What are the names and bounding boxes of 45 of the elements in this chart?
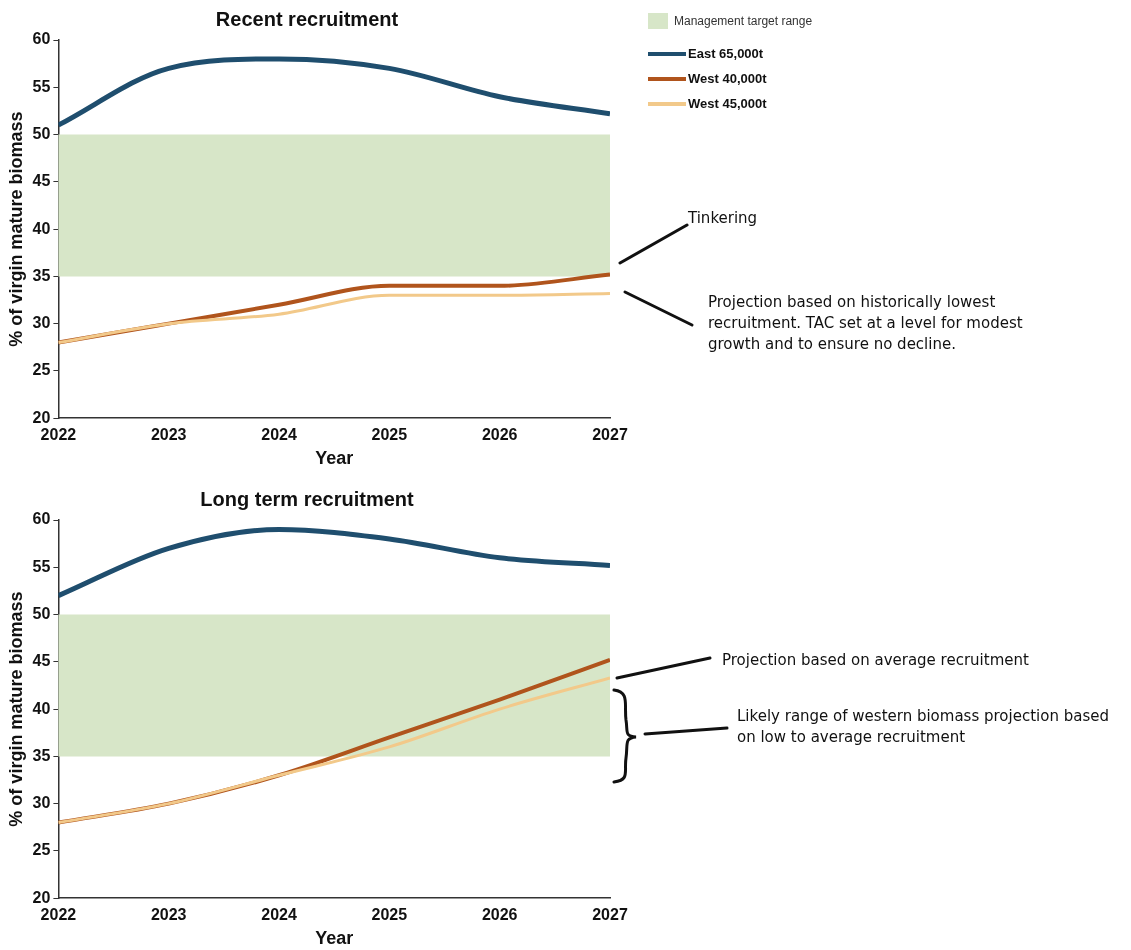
y-tick-label: 40 xyxy=(32,699,51,717)
y-tick-label: 30 xyxy=(32,314,51,332)
x-axis-title: Year xyxy=(315,928,354,949)
x-tick-label: 2026 xyxy=(481,906,518,924)
y-tick-label: 45 xyxy=(32,172,51,190)
y-tick-label: 35 xyxy=(32,746,51,764)
x-tick-label: 2025 xyxy=(371,906,408,924)
y-tick-label: 25 xyxy=(32,841,51,859)
y-tick-label: 60 xyxy=(32,30,51,48)
line-series xyxy=(58,291,610,345)
x-axis-title: Year xyxy=(315,448,354,469)
y-tick-label: 50 xyxy=(32,604,51,622)
x-tick-label: 2026 xyxy=(481,426,518,444)
legend-label: West 40,000t xyxy=(688,71,767,86)
y-tick-label: 50 xyxy=(32,124,51,142)
x-tick-label: 2023 xyxy=(150,426,187,444)
x-tick-label: 2024 xyxy=(261,906,297,924)
y-tick-label: 60 xyxy=(32,510,51,528)
x-tick-label: 2025 xyxy=(371,426,408,444)
y-tick-label: 20 xyxy=(32,888,51,906)
chart-title: Recent recruitment xyxy=(215,7,399,30)
x-tick-label: 2022 xyxy=(40,426,77,444)
x-tick-label: 2027 xyxy=(592,906,628,924)
y-tick-label: 55 xyxy=(32,557,51,575)
y-tick-label: 45 xyxy=(32,652,51,670)
y-tick-label: 20 xyxy=(32,408,51,426)
text: Likely range of western biomass projection based on low to average recruitment xyxy=(737,706,1110,748)
y-axis-title: % of virgin mature biomass xyxy=(5,591,26,827)
y-tick-label: 35 xyxy=(32,266,51,284)
chart-title: Long term recruitment xyxy=(200,487,415,510)
legend-label: East 65,000t xyxy=(688,46,764,61)
y-axis-title: % of virgin mature biomass xyxy=(5,111,26,347)
text: Projection based on average recruitment xyxy=(722,650,1030,671)
y-tick-label: 40 xyxy=(32,219,51,237)
legend-label: Management target range xyxy=(674,13,813,28)
legend-label: West 45,000t xyxy=(688,96,767,111)
x-tick-label: 2027 xyxy=(592,426,628,444)
x-tick-label: 2022 xyxy=(40,906,77,924)
x-tick-label: 2023 xyxy=(150,906,187,924)
y-tick-label: 25 xyxy=(32,361,51,379)
text: Projection based on historically lowest recruitment. TAC set at a level for modest growth and to ensure no decline. xyxy=(708,292,1024,355)
text: Tinkering xyxy=(688,208,759,229)
x-tick-label: 2024 xyxy=(261,426,297,444)
y-tick-label: 30 xyxy=(32,794,51,812)
y-tick-label: 55 xyxy=(32,77,51,95)
